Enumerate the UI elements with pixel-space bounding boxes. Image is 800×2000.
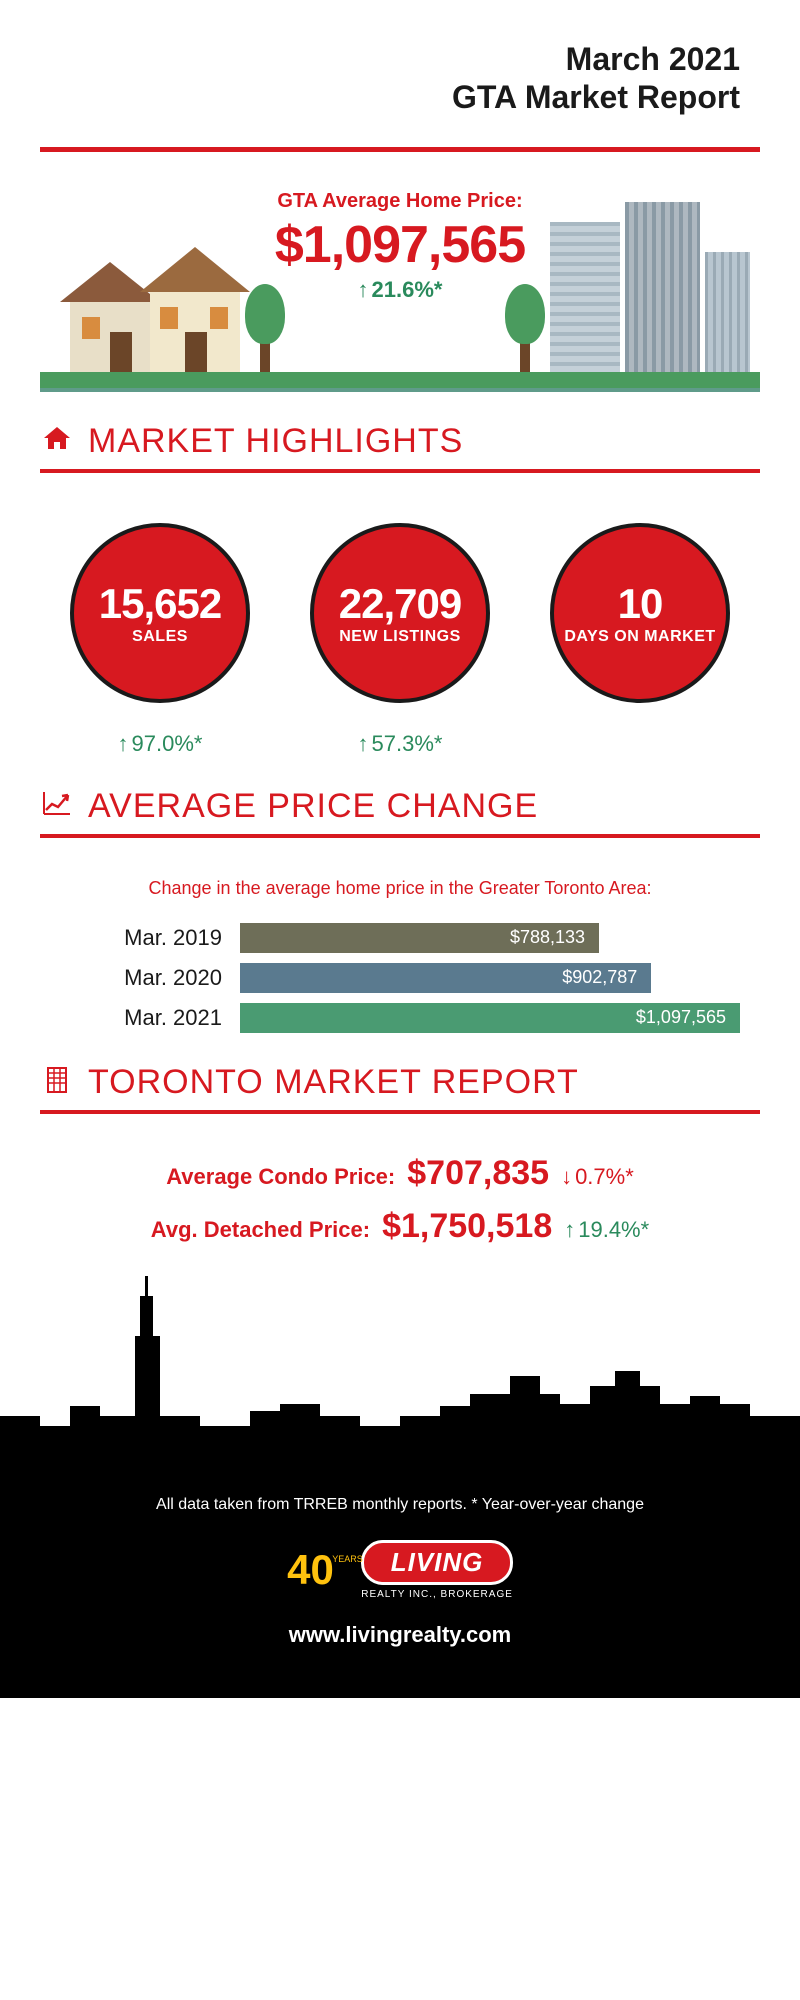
highlights-heading: MARKET HIGHLIGHTS: [88, 422, 463, 461]
metric-detached: Avg. Detached Price: $1,750,518 19.4%*: [60, 1207, 740, 1246]
logo: 40 YEARS LIVING REALTY INC., BROKERAGE: [287, 1540, 513, 1600]
stat-circle: 10 DAYS ON MARKET: [550, 523, 730, 703]
stat-circle: 22,709 NEW LISTINGS: [310, 523, 490, 703]
logo-sub: REALTY INC., BROKERAGE: [361, 1589, 513, 1600]
logo-living-wrap: LIVING REALTY INC., BROKERAGE: [361, 1540, 513, 1600]
stat-value: 22,709: [339, 580, 461, 628]
divider: [40, 469, 760, 473]
toronto-metrics: Average Condo Price: $707,835 0.7%* Avg.…: [60, 1154, 740, 1246]
hero-change: 21.6%*: [40, 277, 760, 303]
stat-label: SALES: [132, 628, 188, 646]
building-icon: [40, 1065, 74, 1100]
arrow-up-icon: [358, 731, 372, 756]
metric-value: $707,835: [407, 1154, 549, 1193]
bar-track: $1,097,565: [240, 1003, 740, 1033]
metric-value: $1,750,518: [382, 1207, 552, 1246]
highlight-days: 10 DAYS ON MARKET: [550, 523, 730, 757]
bar-label: Mar. 2020: [60, 965, 240, 991]
bar-label: Mar. 2021: [60, 1005, 240, 1031]
header: March 2021 GTA Market Report: [0, 0, 800, 137]
stat-circle: 15,652 SALES: [70, 523, 250, 703]
metric-label: Average Condo Price:: [166, 1164, 395, 1190]
highlights-row: 15,652 SALES 97.0%* 22,709 NEW LISTINGS …: [40, 523, 760, 757]
bar-label: Mar. 2019: [60, 925, 240, 951]
stat-value: 10: [618, 580, 663, 628]
home-icon: [40, 425, 74, 458]
bar-track: $902,787: [240, 963, 740, 993]
footer-url: www.livingrealty.com: [40, 1622, 760, 1648]
stat-change: [550, 731, 730, 757]
stat-change: 97.0%*: [70, 731, 250, 757]
report-title: March 2021 GTA Market Report: [60, 40, 740, 117]
bar-row: Mar. 2019 $788,133: [60, 923, 740, 953]
divider: [40, 1110, 760, 1114]
chart-up-icon: [40, 790, 74, 823]
page: March 2021 GTA Market Report GTA Average…: [0, 0, 800, 1698]
divider: [40, 147, 760, 152]
hero-price: $1,097,565: [40, 215, 760, 275]
toronto-heading: TORONTO MARKET REPORT: [88, 1063, 579, 1102]
title-line1: March 2021: [566, 41, 740, 77]
section-title-highlights: MARKET HIGHLIGHTS: [40, 422, 760, 461]
logo-years: YEARS: [332, 1554, 363, 1564]
bar-fill: $902,787: [240, 963, 651, 993]
section-title-toronto: TORONTO MARKET REPORT: [40, 1063, 760, 1102]
ground: [40, 372, 760, 392]
bar-fill: $788,133: [240, 923, 599, 953]
arrow-up-icon: [564, 1217, 578, 1242]
arrow-up-icon: [118, 731, 132, 756]
stat-change: 57.3%*: [310, 731, 490, 757]
arrow-down-icon: [561, 1164, 575, 1189]
metric-change: 19.4%*: [564, 1217, 649, 1243]
bar-row: Mar. 2020 $902,787: [60, 963, 740, 993]
hero-banner: GTA Average Home Price: $1,097,565 21.6%…: [40, 172, 760, 392]
divider: [40, 834, 760, 838]
bar-track: $788,133: [240, 923, 740, 953]
stat-label: DAYS ON MARKET: [564, 628, 715, 646]
metric-condo: Average Condo Price: $707,835 0.7%*: [60, 1154, 740, 1193]
arrow-up-icon: [358, 277, 372, 302]
title-line2: GTA Market Report: [452, 79, 740, 115]
metric-label: Avg. Detached Price:: [151, 1217, 370, 1243]
price-change-heading: AVERAGE PRICE CHANGE: [88, 787, 538, 826]
highlight-sales: 15,652 SALES 97.0%*: [70, 523, 250, 757]
bar-fill: $1,097,565: [240, 1003, 740, 1033]
logo-40: 40: [287, 1546, 334, 1594]
stat-value: 15,652: [99, 580, 221, 628]
highlight-listings: 22,709 NEW LISTINGS 57.3%*: [310, 523, 490, 757]
bar-row: Mar. 2021 $1,097,565: [60, 1003, 740, 1033]
metric-change: 0.7%*: [561, 1164, 634, 1190]
footer-note: All data taken from TRREB monthly report…: [40, 1496, 760, 1514]
hero-label: GTA Average Home Price:: [40, 190, 760, 213]
logo-living: LIVING: [361, 1540, 513, 1585]
skyline-silhouette: [0, 1276, 800, 1476]
price-change-chart: Mar. 2019 $788,133 Mar. 2020 $902,787 Ma…: [60, 923, 740, 1033]
stat-label: NEW LISTINGS: [339, 628, 461, 646]
section-title-price-change: AVERAGE PRICE CHANGE: [40, 787, 760, 826]
hero-text: GTA Average Home Price: $1,097,565 21.6%…: [40, 190, 760, 303]
footer: All data taken from TRREB monthly report…: [0, 1476, 800, 1698]
chart-caption: Change in the average home price in the …: [40, 878, 760, 899]
